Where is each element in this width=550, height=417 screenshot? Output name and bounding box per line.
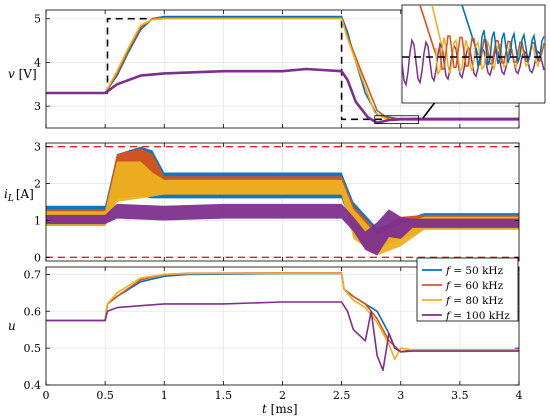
current-panel: 0 1 2 3 [34, 141, 520, 264]
legend: f = 50 kHz f = 60 kHz f = 80 kHz f = 100 kH… [416, 257, 519, 322]
y-tick-label: 0.4 [24, 379, 42, 392]
y-tick-label: 0.6 [24, 305, 42, 318]
inset-zoom [401, 4, 546, 119]
series-f-80-khz [46, 17, 519, 121]
series-group [46, 272, 519, 372]
y-tick-label: 3 [34, 141, 41, 154]
v-axis-label: v [V] [8, 67, 37, 81]
legend-label: f = 50 kHz [445, 265, 504, 277]
zoom-region [374, 115, 419, 125]
x-tick-label: 2.5 [333, 389, 351, 402]
i-axis-label: iL [A] [4, 187, 34, 204]
x-tick-label: 1.5 [215, 389, 233, 402]
series-group [46, 15, 519, 125]
legend-label: f = 100 kHz [445, 310, 510, 322]
legend-box [416, 257, 519, 322]
y-tick-label: 5 [34, 13, 41, 26]
x-tick-label: 0.5 [96, 389, 114, 402]
inset-series-60khz [439, 34, 545, 70]
x-tick-label: 0 [43, 389, 50, 402]
series-f-80-khz [46, 272, 519, 360]
series-f-50-khz [46, 15, 519, 121]
x-tick-label: 2 [279, 389, 286, 402]
inset-series-60khz-entry [419, 5, 437, 56]
inset-series-100khz [402, 37, 545, 88]
legend-label: f = 60 kHz [445, 280, 504, 292]
legend-label: f = 80 kHz [445, 295, 504, 307]
u-axis-label: u [8, 319, 16, 333]
y-tick-label: 4 [34, 56, 41, 69]
y-tick-label: 3 [34, 100, 41, 113]
x-tick-label: 1 [161, 389, 168, 402]
series-f-100-khz [46, 67, 519, 125]
series-f-100-khz [46, 301, 519, 372]
series-group [46, 145, 519, 259]
x-tick-label: 3 [397, 389, 404, 402]
inset-frame [401, 4, 546, 104]
series-f-100-khz-band [46, 203, 519, 256]
y-tick-label: 0.7 [24, 268, 42, 281]
y-tick-label: 0 [34, 251, 41, 264]
inset-series-50khz [475, 29, 545, 67]
x-tick-label: 3.5 [451, 389, 469, 402]
y-tick-label: 1 [34, 214, 41, 227]
t-axis-label: t [ms] [262, 402, 298, 416]
series-f-60-khz [46, 17, 519, 121]
y-tick-label: 0.5 [24, 342, 42, 355]
y-tick-label: 2 [34, 178, 41, 191]
x-tick-label: 4 [516, 389, 523, 402]
